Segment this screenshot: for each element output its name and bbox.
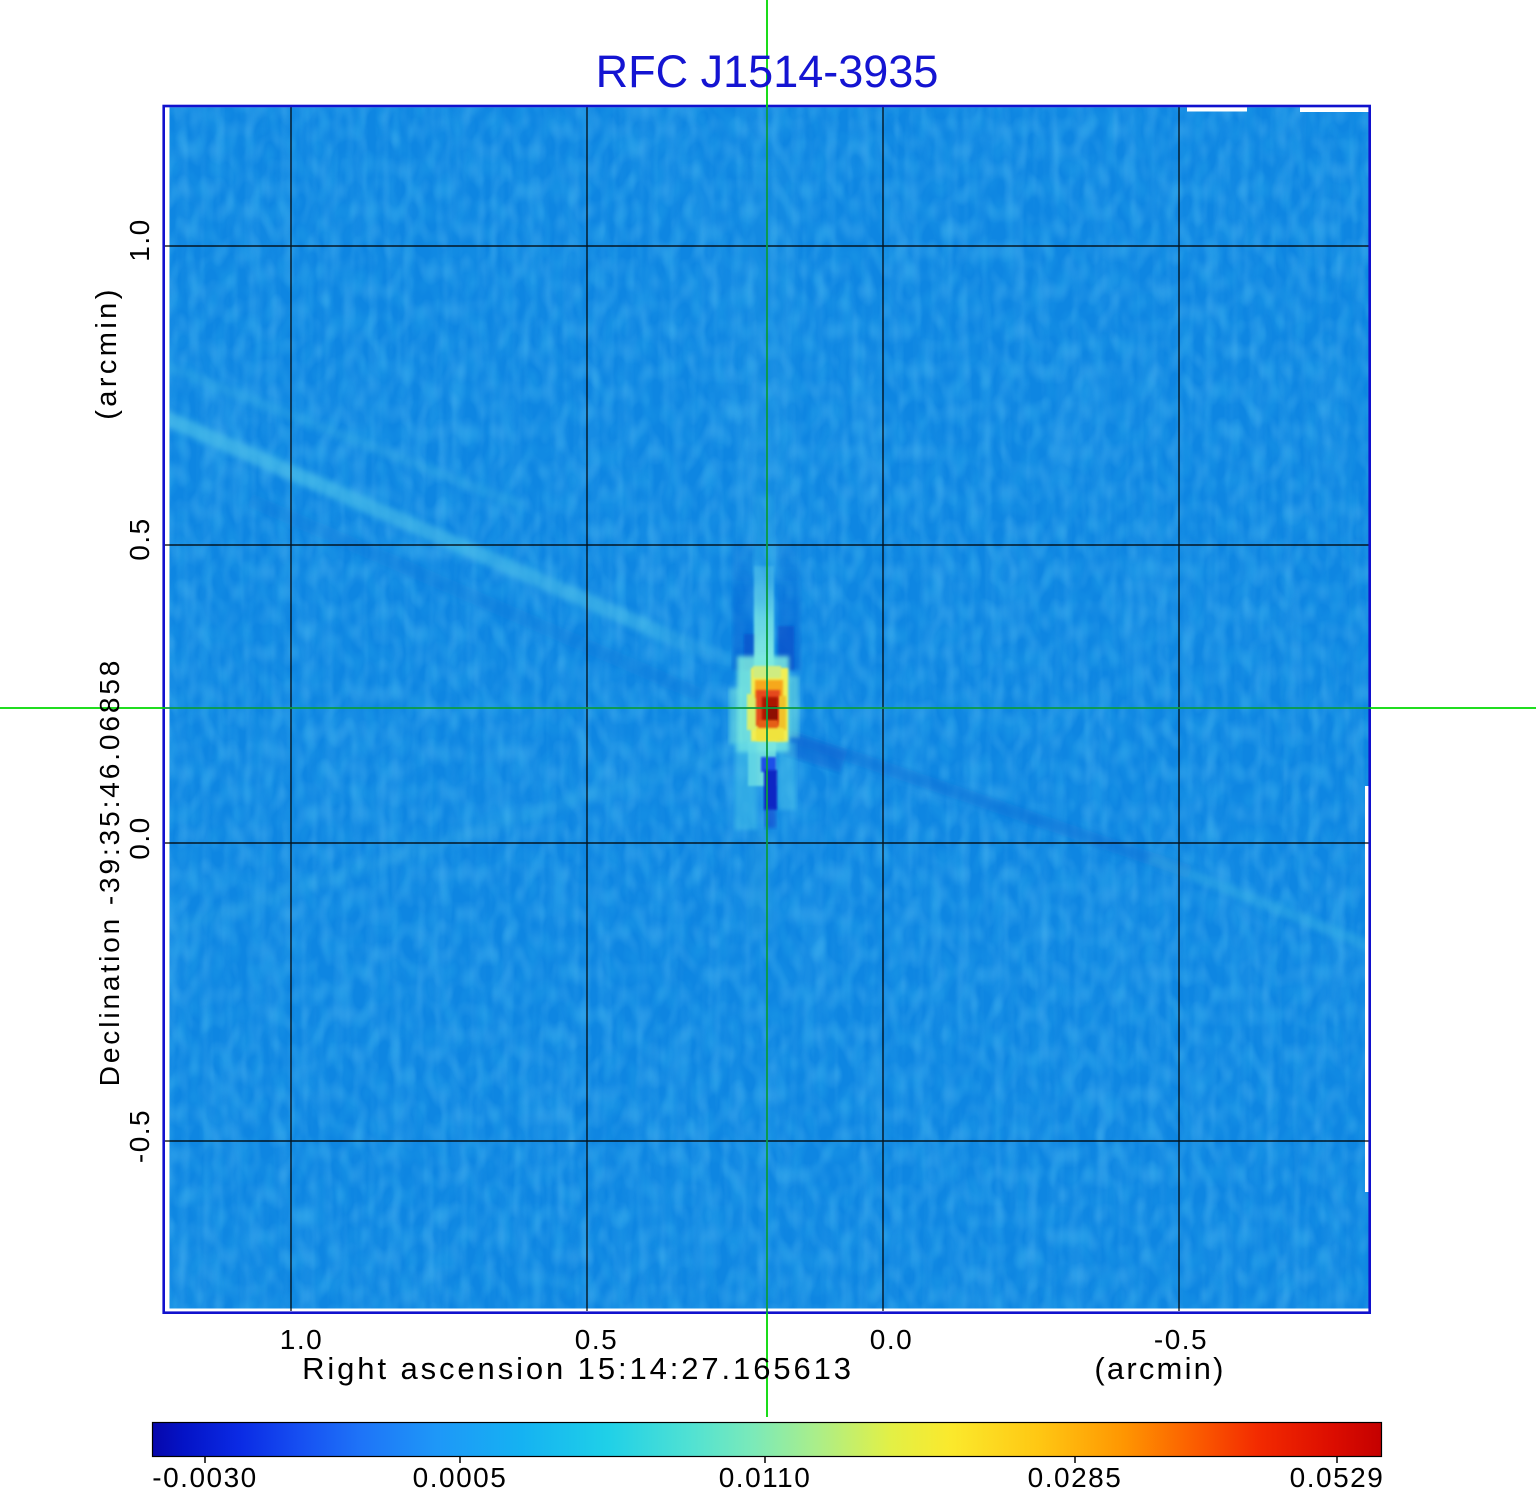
- svg-text:-0.5: -0.5: [1154, 1324, 1208, 1355]
- svg-text:0.0285: 0.0285: [1028, 1462, 1123, 1493]
- svg-text:0.5: 0.5: [575, 1324, 618, 1355]
- svg-text:-0.0030: -0.0030: [152, 1462, 257, 1493]
- svg-text:Right ascension 15:14:27.1656: Right ascension 15:14:27.165613: [302, 1351, 854, 1386]
- svg-text:0.0: 0.0: [124, 816, 155, 859]
- svg-text:(arcmin): (arcmin): [1094, 1351, 1225, 1386]
- svg-text:-0.5: -0.5: [124, 1109, 155, 1163]
- svg-text:RFC J1514-3935: RFC J1514-3935: [596, 46, 939, 97]
- svg-text:0.0529: 0.0529: [1290, 1462, 1385, 1493]
- svg-text:0.0: 0.0: [870, 1324, 913, 1355]
- svg-text:0.5: 0.5: [124, 517, 155, 560]
- svg-text:(arcmin): (arcmin): [91, 286, 123, 420]
- svg-text:1.0: 1.0: [280, 1324, 323, 1355]
- svg-text:0.0005: 0.0005: [413, 1462, 508, 1493]
- svg-text:1.0: 1.0: [124, 218, 155, 261]
- svg-text:Declination -39:35:46.06858: Declination -39:35:46.06858: [94, 658, 125, 1087]
- svg-text:0.0110: 0.0110: [719, 1462, 812, 1493]
